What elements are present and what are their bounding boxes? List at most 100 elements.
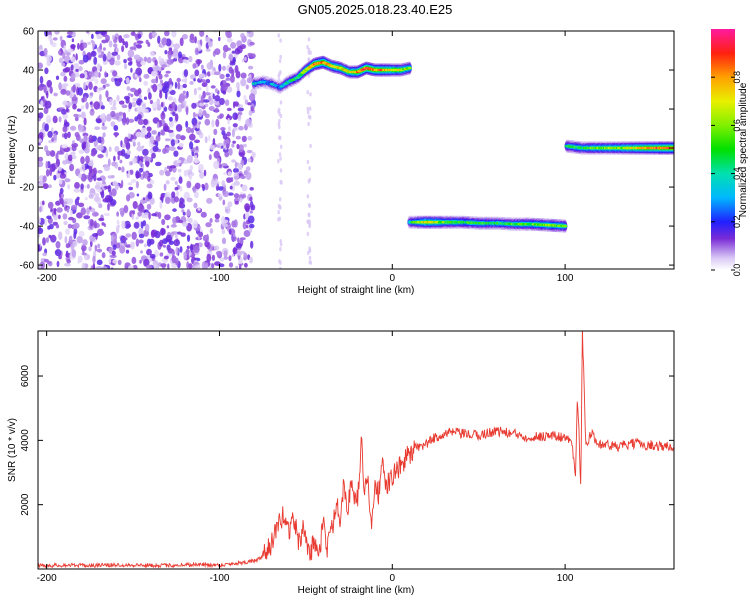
noise-speck (139, 259, 142, 264)
noise-speck (228, 53, 233, 60)
noise-speck (99, 43, 102, 50)
noise-speck (279, 113, 283, 119)
noise-speck (112, 103, 116, 108)
noise-speck (72, 84, 76, 93)
noise-speck (175, 134, 182, 140)
noise-speck (249, 210, 253, 214)
noise-speck (78, 149, 85, 154)
noise-speck (66, 206, 70, 213)
chart-title: GN05.2025.018.23.40.E25 (297, 2, 453, 17)
noise-speck (165, 38, 172, 47)
noise-speck (198, 74, 202, 80)
noise-speck (38, 141, 41, 146)
noise-speck (183, 100, 187, 106)
noise-speck (279, 54, 283, 60)
noise-speck (118, 35, 123, 44)
noise-speck (127, 92, 132, 97)
noise-speck (226, 177, 232, 183)
noise-speck (111, 188, 117, 197)
noise-speck (54, 31, 60, 35)
noise-speck (130, 101, 137, 108)
noise-speck (188, 263, 193, 269)
noise-speck (189, 37, 196, 44)
noise-speck (60, 88, 67, 95)
noise-speck (80, 105, 85, 110)
noise-speck (197, 87, 202, 91)
noise-speck (235, 242, 242, 249)
noise-speck (74, 116, 79, 122)
noise-speck (81, 262, 86, 269)
noise-speck (124, 136, 129, 145)
noise-speck (151, 130, 157, 135)
noise-speck (46, 54, 52, 63)
noise-speck (89, 206, 92, 210)
noise-speck (82, 132, 89, 137)
noise-speck (131, 231, 137, 240)
noise-speck (89, 101, 93, 105)
noise-speck (93, 220, 97, 229)
noise-speck (189, 80, 194, 85)
noise-speck (201, 79, 206, 83)
noise-speck (44, 67, 49, 75)
noise-speck (61, 144, 68, 149)
noise-speck (204, 182, 209, 191)
noise-speck (232, 56, 236, 64)
noise-speck (163, 81, 169, 86)
noise-speck (47, 184, 52, 188)
noise-speck (163, 183, 167, 191)
noise-speck (67, 48, 74, 53)
noise-speck (45, 169, 50, 177)
noise-speck (225, 31, 232, 38)
noise-speck (185, 106, 189, 116)
noise-speck (245, 166, 251, 172)
noise-speck (220, 216, 226, 224)
noise-speck (42, 183, 49, 190)
noise-speck (136, 106, 143, 113)
noise-speck (143, 80, 149, 86)
noise-speck (77, 259, 80, 264)
noise-speck (63, 75, 68, 82)
noise-speck (106, 113, 112, 122)
noise-speck (171, 191, 176, 198)
noise-speck (237, 163, 243, 171)
noise-speck (58, 214, 61, 220)
noise-speck (60, 71, 66, 77)
noise-speck (221, 163, 228, 167)
noise-speck (171, 31, 177, 38)
noise-speck (73, 113, 79, 118)
noise-speck (240, 32, 245, 39)
noise-speck (234, 65, 239, 74)
noise-speck (232, 123, 238, 128)
spectrogram-plot-area (38, 31, 674, 269)
noise-speck (247, 158, 252, 163)
noise-speck (244, 56, 247, 62)
noise-speck (160, 101, 164, 108)
noise-speck (116, 242, 121, 249)
noise-speck (82, 54, 89, 63)
noise-speck (38, 138, 43, 143)
noise-speck (76, 212, 83, 219)
noise-speck (208, 154, 212, 161)
noise-speck (159, 196, 164, 201)
noise-speck (232, 140, 236, 144)
noise-speck (214, 88, 219, 94)
noise-speck (66, 102, 73, 107)
noise-speck (109, 57, 115, 66)
noise-speck (205, 78, 211, 84)
noise-speck (131, 157, 137, 164)
noise-speck (146, 238, 152, 247)
noise-speck (140, 60, 147, 66)
noise-speck (218, 196, 223, 201)
noise-speck (77, 42, 80, 50)
noise-speck (81, 252, 87, 256)
noise-speck (50, 234, 57, 243)
noise-speck (90, 219, 94, 227)
noise-speck (105, 90, 109, 98)
noise-speck (48, 234, 52, 239)
noise-speck (142, 197, 146, 201)
noise-speck (215, 250, 223, 256)
noise-speck (278, 58, 282, 64)
noise-speck (64, 66, 71, 73)
noise-speck (244, 262, 248, 268)
